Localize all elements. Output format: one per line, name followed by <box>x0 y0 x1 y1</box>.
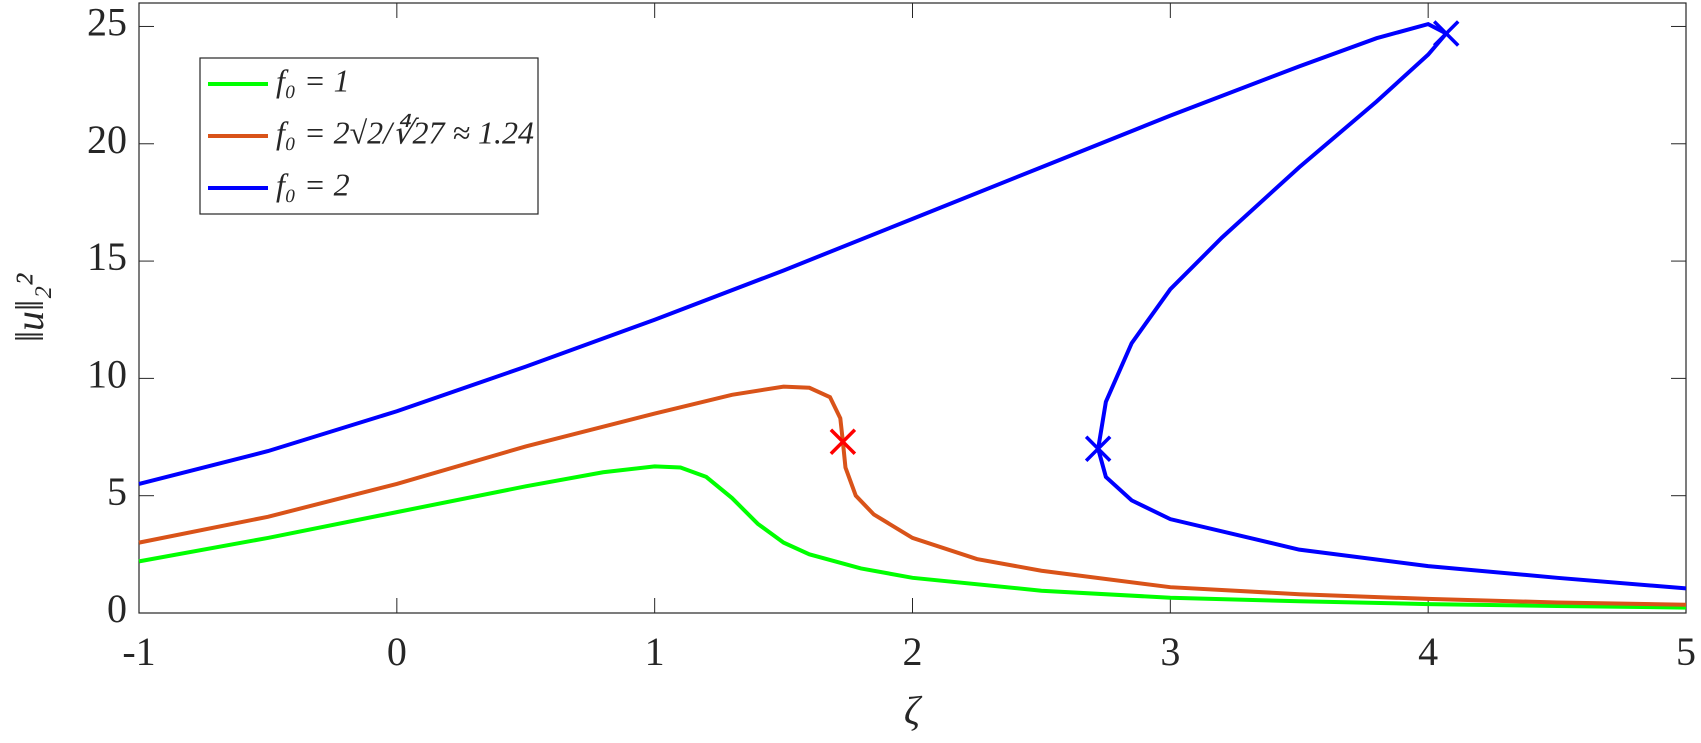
x-axis-label: ζ <box>904 688 923 733</box>
y-tick-label: 10 <box>87 352 127 397</box>
legend-label: f₀ = 2√2/∜27 ≈ 1.24 <box>276 113 534 150</box>
cross-marker <box>1084 435 1112 463</box>
legend-label: f₀ = 1 <box>276 62 350 98</box>
series-line <box>138 464 1687 610</box>
y-tick-label: 20 <box>87 117 127 162</box>
y-tick-label: 0 <box>107 586 127 631</box>
cross-marker <box>829 428 857 455</box>
series-line <box>138 384 1687 607</box>
x-tick-label: 3 <box>1160 629 1180 674</box>
series-line <box>138 21 1687 591</box>
x-tick-label: 1 <box>645 629 665 674</box>
legend-label: f₀ = 2 <box>276 166 350 202</box>
x-tick-label: 5 <box>1676 629 1696 674</box>
cross-marker <box>1432 20 1460 47</box>
x-tick-label: 2 <box>903 629 923 674</box>
y-axis-label: ‖u‖₂² <box>7 273 52 342</box>
y-tick-label: 25 <box>87 0 127 45</box>
y-tick-label: 15 <box>87 234 127 279</box>
x-tick-label: 4 <box>1418 629 1438 674</box>
y-tick-label: 5 <box>107 469 127 514</box>
x-tick-label: 0 <box>387 629 407 674</box>
x-tick-label: -1 <box>122 629 155 674</box>
